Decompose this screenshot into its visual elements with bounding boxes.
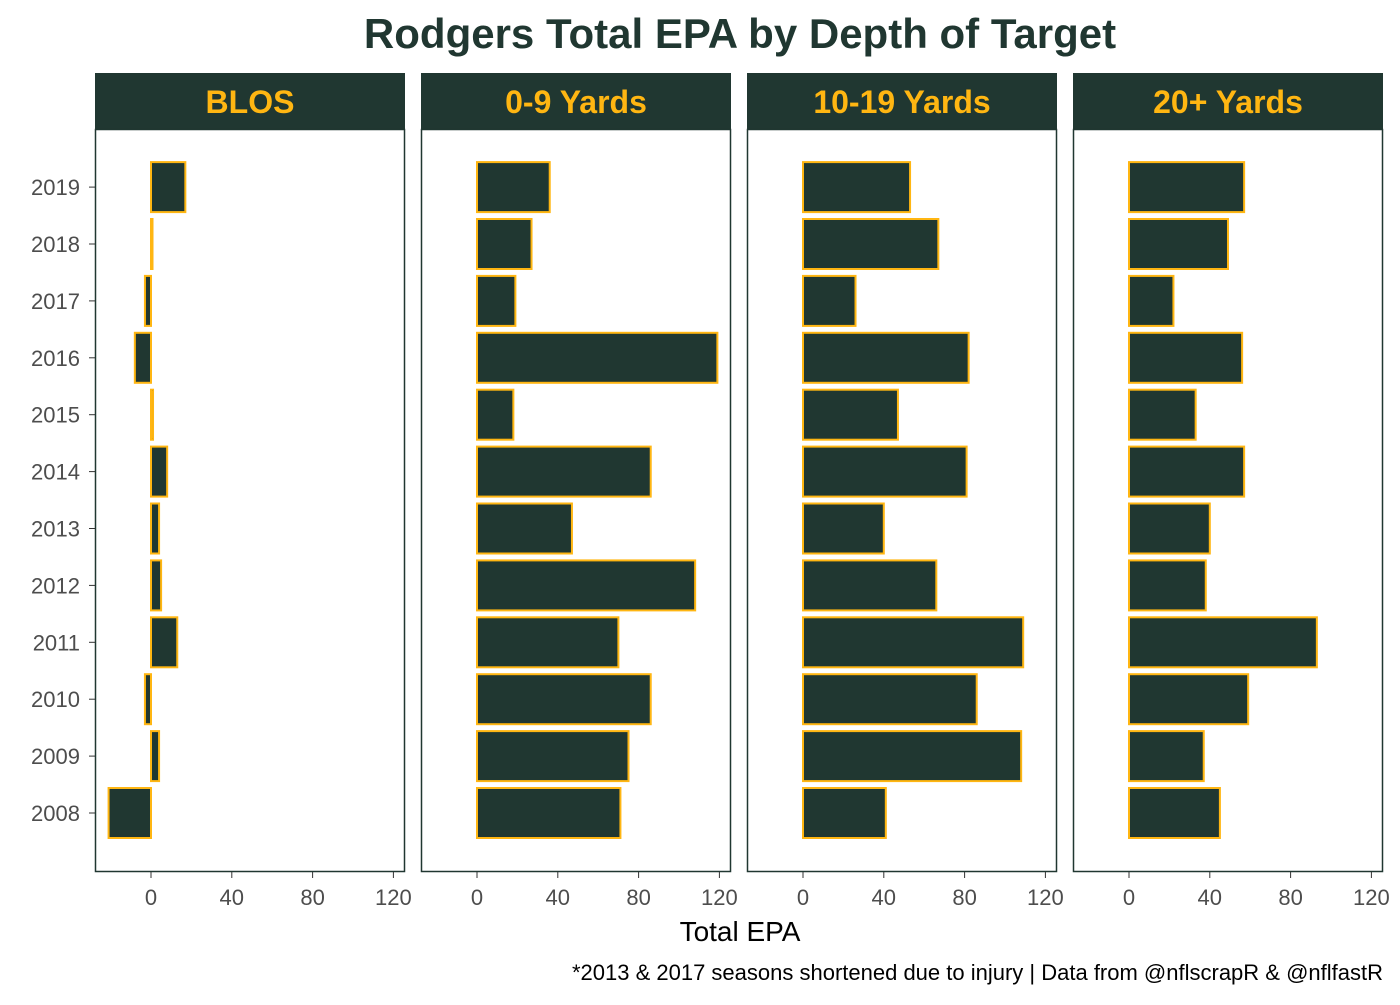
panel-border — [420, 128, 732, 873]
bar — [1128, 730, 1205, 783]
bar — [476, 218, 533, 270]
chart-title: Rodgers Total EPA by Depth of Target — [364, 10, 1116, 57]
bar — [802, 502, 885, 555]
y-tick-label: 2018 — [31, 232, 80, 257]
bar — [107, 787, 152, 839]
x-tick-label: 0 — [471, 885, 483, 910]
bar — [802, 388, 899, 441]
y-tick-label: 2009 — [31, 744, 80, 769]
y-tick-label: 2012 — [31, 573, 80, 598]
bar — [476, 559, 697, 612]
facet-strip-label: 0-9 Yards — [505, 84, 647, 120]
x-tick-label: 120 — [701, 885, 738, 910]
bar — [1128, 274, 1175, 327]
x-tick-label: 80 — [1278, 885, 1302, 910]
y-tick-label: 2010 — [31, 687, 80, 712]
y-tick-label: 2011 — [33, 630, 80, 655]
x-tick-label: 120 — [1353, 885, 1390, 910]
panel-border — [1072, 128, 1384, 873]
y-tick-label: 2014 — [31, 460, 80, 485]
y-tick-label: 2017 — [31, 289, 80, 314]
bar — [476, 331, 719, 384]
y-tick-label: 2015 — [31, 403, 80, 428]
facet-strip-label: 10-19 Yards — [813, 84, 990, 120]
bar — [143, 274, 153, 327]
y-tick-label: 2016 — [31, 346, 80, 371]
panel-border — [94, 128, 406, 873]
bar — [476, 787, 622, 839]
bar — [150, 388, 155, 441]
x-tick-label: 80 — [952, 885, 976, 910]
x-tick-label: 80 — [300, 885, 324, 910]
bar — [476, 616, 620, 669]
bar — [802, 559, 938, 612]
bar — [150, 616, 179, 669]
bar — [1128, 673, 1250, 726]
y-tick-label: 2019 — [31, 175, 80, 200]
facet-panels: BLOS 0 40 80 120 2008 2009 2010 2011 2012 2013 2014… — [31, 73, 1390, 910]
bar — [802, 161, 912, 214]
x-tick-label: 0 — [145, 885, 157, 910]
bar — [476, 445, 652, 498]
facet-strip — [747, 73, 1057, 129]
bar — [802, 331, 970, 384]
bar — [1128, 445, 1246, 498]
bar — [133, 331, 152, 384]
panel-border — [746, 128, 1058, 873]
bar — [150, 445, 169, 498]
bar — [802, 616, 1025, 669]
facet-strip — [421, 73, 731, 129]
bar — [802, 445, 968, 498]
bar — [476, 388, 515, 441]
chart-caption: *2013 & 2017 seasons shortened due to in… — [572, 960, 1383, 985]
x-tick-label: 120 — [1027, 885, 1064, 910]
x-tick-label: 40 — [1198, 885, 1222, 910]
facet-strip-label: 20+ Yards — [1153, 84, 1303, 120]
bar — [1128, 787, 1221, 839]
bar — [1128, 502, 1211, 555]
facet-panel: 20+ Yards 0 40 80 120 — [1072, 73, 1390, 910]
facet-strip — [95, 73, 405, 129]
bar — [150, 559, 163, 612]
bar — [802, 673, 978, 726]
facet-panel: 0-9 Yards 0 40 80 120 — [420, 73, 738, 910]
x-tick-label: 80 — [626, 885, 650, 910]
bar — [802, 218, 940, 270]
bar — [143, 673, 153, 726]
bar — [1128, 616, 1318, 669]
bar — [476, 161, 551, 214]
y-tick-label: 2013 — [31, 517, 80, 542]
x-tick-label: 40 — [872, 885, 896, 910]
x-tick-label: 40 — [546, 885, 570, 910]
bar — [1128, 331, 1244, 384]
x-tick-label: 0 — [797, 885, 809, 910]
bar — [476, 730, 630, 783]
bar — [150, 161, 187, 214]
facet-panel: 10-19 Yards 0 40 80 120 — [746, 73, 1064, 910]
bar — [150, 502, 161, 555]
bar — [802, 730, 1023, 783]
y-tick-label: 2008 — [31, 801, 80, 826]
bar — [802, 274, 857, 327]
facet-panel: BLOS 0 40 80 120 2008 2009 2010 2011 2012 2013 2014… — [31, 73, 412, 910]
facet-strip-label: BLOS — [206, 84, 295, 120]
bar — [150, 218, 154, 270]
x-tick-label: 120 — [375, 885, 412, 910]
bar — [1128, 161, 1246, 214]
x-tick-label: 0 — [1123, 885, 1135, 910]
bar — [1128, 388, 1197, 441]
bar — [150, 730, 161, 783]
bar — [476, 673, 652, 726]
x-tick-label: 40 — [220, 885, 244, 910]
bar — [1128, 218, 1229, 270]
bar — [802, 787, 887, 839]
facet-strip — [1073, 73, 1383, 129]
bar — [1128, 559, 1207, 612]
bar — [476, 274, 517, 327]
x-axis-title: Total EPA — [680, 916, 801, 947]
bar — [476, 502, 573, 555]
